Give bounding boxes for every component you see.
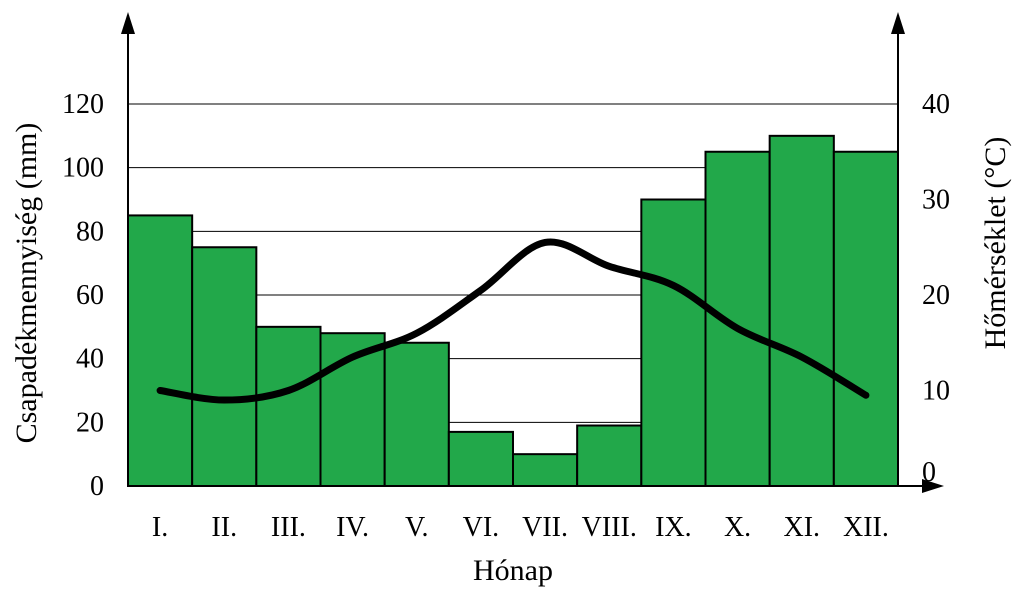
left-tick-label-2: 40 [76,344,104,375]
right-tick-label-1: 10 [922,376,950,407]
bar-11 [768,134,835,487]
month-label-1: I. [152,512,168,543]
right-tick-labels: 0 10 20 30 40 [922,89,950,488]
left-tick-label-3: 60 [76,280,104,311]
left-tick-label-4: 80 [76,216,104,247]
left-tick-label-0: 0 [90,471,104,502]
bar-9 [640,198,707,487]
right-y-axis-arrow [891,12,905,34]
right-tick-label-0: 0 [922,457,936,488]
month-label-3: III. [271,512,306,543]
right-tick-label-4: 40 [922,89,950,120]
right-tick-label-3: 30 [922,185,950,216]
month-label-5: V. [405,512,429,543]
left-y-axis-arrow [121,12,135,34]
bar-7 [512,453,579,487]
month-label-7: VII. [522,512,568,543]
left-tick-label-5: 100 [62,153,104,184]
month-label-11: XI. [783,512,820,543]
left-tick-labels: 0 20 40 60 80 100 120 [62,89,104,502]
right-y-axis-title: Hőmérséklet (°C) [979,137,1012,350]
month-label-10: X. [724,512,751,543]
month-label-4: IV. [336,512,369,543]
left-y-axis-title: Csapadékmennyiség (mm) [10,123,43,444]
bar-5 [383,341,450,487]
month-label-2: II. [211,512,237,543]
bar-12 [832,150,899,487]
bar-2 [191,246,258,487]
x-axis-arrow [922,479,944,493]
bar-10 [704,150,771,487]
left-tick-label-6: 120 [62,89,104,120]
month-tick-labels: I. II. III. IV. V. VI. VII. VIII. IX. X. XI. XII. [152,512,889,543]
month-label-6: VI. [463,512,500,543]
month-label-9: IX. [655,512,692,543]
bar-8 [576,424,643,487]
month-label-8: VIII. [582,512,637,543]
precipitation-bars [127,134,899,488]
bar-6 [447,430,515,487]
left-tick-label-1: 20 [76,407,104,438]
temperature-line [156,238,870,404]
bar-3 [255,325,322,488]
month-label-12: XII. [843,512,889,543]
x-axis-title: Hónap [473,554,553,587]
right-tick-label-2: 20 [922,280,950,311]
bar-1 [127,214,194,488]
